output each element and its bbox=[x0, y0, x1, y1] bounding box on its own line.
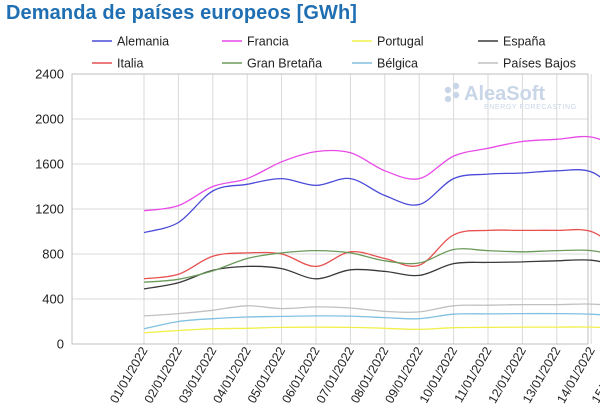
series-line-alemania bbox=[143, 169, 600, 234]
y-tick-label: 2000 bbox=[35, 112, 64, 127]
series-line-gran-bretana bbox=[143, 248, 600, 283]
aleasoft-logo: AleaSoft ENERGY FORECASTING bbox=[444, 82, 577, 111]
legend-label-italia: Italia bbox=[117, 57, 143, 71]
series-line-portugal bbox=[143, 326, 600, 334]
legend-label-gran-bretana: Gran Bretaña bbox=[247, 57, 322, 71]
chart-title: Demanda de países europeos [GWh] bbox=[6, 2, 358, 24]
logo-dot-icon bbox=[452, 91, 460, 99]
plot-area bbox=[71, 73, 589, 345]
legend-label-francia: Francia bbox=[247, 35, 289, 49]
axes: 0400800120016002000240001/01/202202/01/2… bbox=[35, 67, 600, 406]
gridlines bbox=[72, 73, 592, 345]
series-line-espana bbox=[143, 259, 600, 290]
legend-label-paises-bajos: Países Bajos bbox=[503, 57, 576, 71]
y-tick-label: 0 bbox=[57, 337, 64, 352]
legend-label-portugal: Portugal bbox=[377, 35, 424, 49]
y-tick-label: 1200 bbox=[35, 202, 64, 217]
legend-label-espana: España bbox=[503, 35, 545, 49]
series-lines bbox=[143, 135, 600, 334]
legend-label-belgica: Bélgica bbox=[377, 57, 418, 71]
logo-dot-icon bbox=[452, 82, 460, 90]
logo-dot-icon bbox=[444, 86, 452, 94]
legend-label-alemania: Alemania bbox=[117, 35, 169, 49]
series-line-belgica bbox=[143, 312, 600, 330]
series-line-italia bbox=[143, 228, 600, 280]
y-tick-label: 1600 bbox=[35, 157, 64, 172]
y-tick-label: 2400 bbox=[35, 67, 64, 82]
legend: Alemania Francia Portugal España Italia Gran … bbox=[92, 35, 576, 71]
logo-tagline: ENERGY FORECASTING bbox=[484, 104, 577, 111]
logo-dot-icon bbox=[444, 95, 452, 103]
series-line-paises-bajos bbox=[143, 303, 600, 317]
y-tick-label: 400 bbox=[42, 292, 64, 307]
y-tick-label: 800 bbox=[42, 247, 64, 262]
logo-name: AleaSoft bbox=[464, 83, 545, 105]
series-line-francia bbox=[143, 135, 600, 212]
